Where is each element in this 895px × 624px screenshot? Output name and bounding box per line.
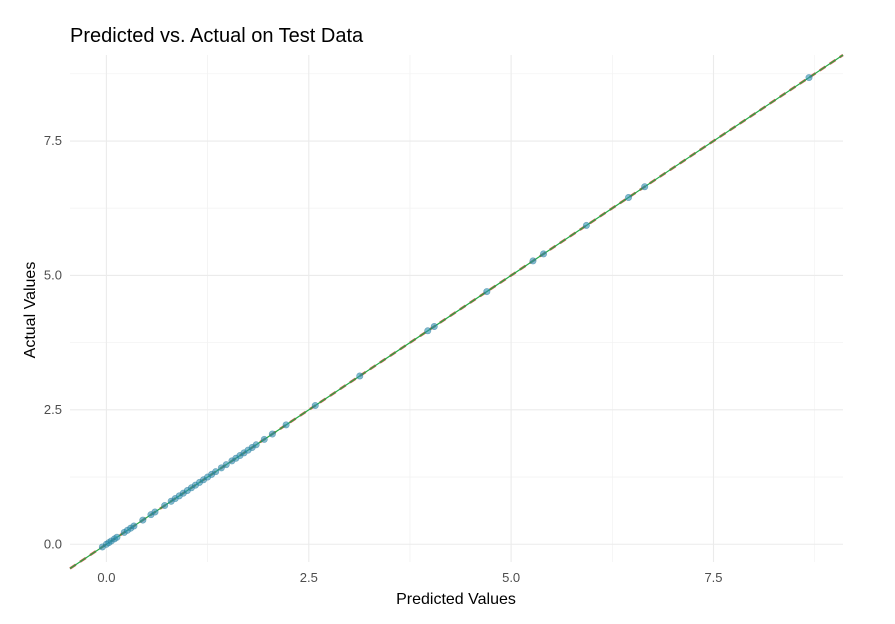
data-point bbox=[139, 516, 147, 524]
data-point bbox=[356, 372, 364, 380]
data-point bbox=[805, 74, 813, 82]
y-axis-ticks: 0.0 2.5 5.0 7.5 bbox=[44, 133, 62, 551]
data-point bbox=[113, 533, 121, 541]
data-point bbox=[130, 522, 138, 530]
data-point bbox=[424, 327, 432, 335]
x-axis-ticks: 0.0 2.5 5.0 7.5 bbox=[97, 570, 722, 585]
data-point bbox=[222, 461, 230, 469]
data-point bbox=[540, 250, 548, 258]
data-point bbox=[260, 435, 268, 443]
data-point bbox=[582, 221, 590, 229]
y-tick-label: 5.0 bbox=[44, 267, 62, 282]
chart-title: Predicted vs. Actual on Test Data bbox=[70, 25, 364, 47]
data-point bbox=[625, 193, 633, 201]
data-point bbox=[282, 421, 290, 429]
x-tick-label: 2.5 bbox=[300, 570, 318, 585]
data-point bbox=[212, 468, 220, 476]
grid bbox=[70, 55, 843, 562]
y-tick-label: 2.5 bbox=[44, 402, 62, 417]
data-point bbox=[641, 183, 649, 191]
data-point bbox=[161, 502, 169, 510]
y-tick-label: 0.0 bbox=[44, 536, 62, 551]
x-axis-title: Predicted Values bbox=[396, 591, 516, 608]
data-point bbox=[483, 288, 491, 296]
data-point bbox=[252, 441, 260, 449]
x-tick-label: 5.0 bbox=[502, 570, 520, 585]
data-point bbox=[430, 323, 438, 331]
x-tick-label: 0.0 bbox=[97, 570, 115, 585]
data-points bbox=[98, 74, 813, 551]
y-axis-title: Actual Values bbox=[22, 262, 39, 359]
data-point bbox=[311, 402, 319, 410]
data-point bbox=[217, 464, 225, 472]
data-point bbox=[151, 508, 159, 516]
y-tick-label: 7.5 bbox=[44, 133, 62, 148]
data-point bbox=[529, 257, 537, 265]
x-tick-label: 7.5 bbox=[704, 570, 722, 585]
data-point bbox=[268, 430, 276, 438]
